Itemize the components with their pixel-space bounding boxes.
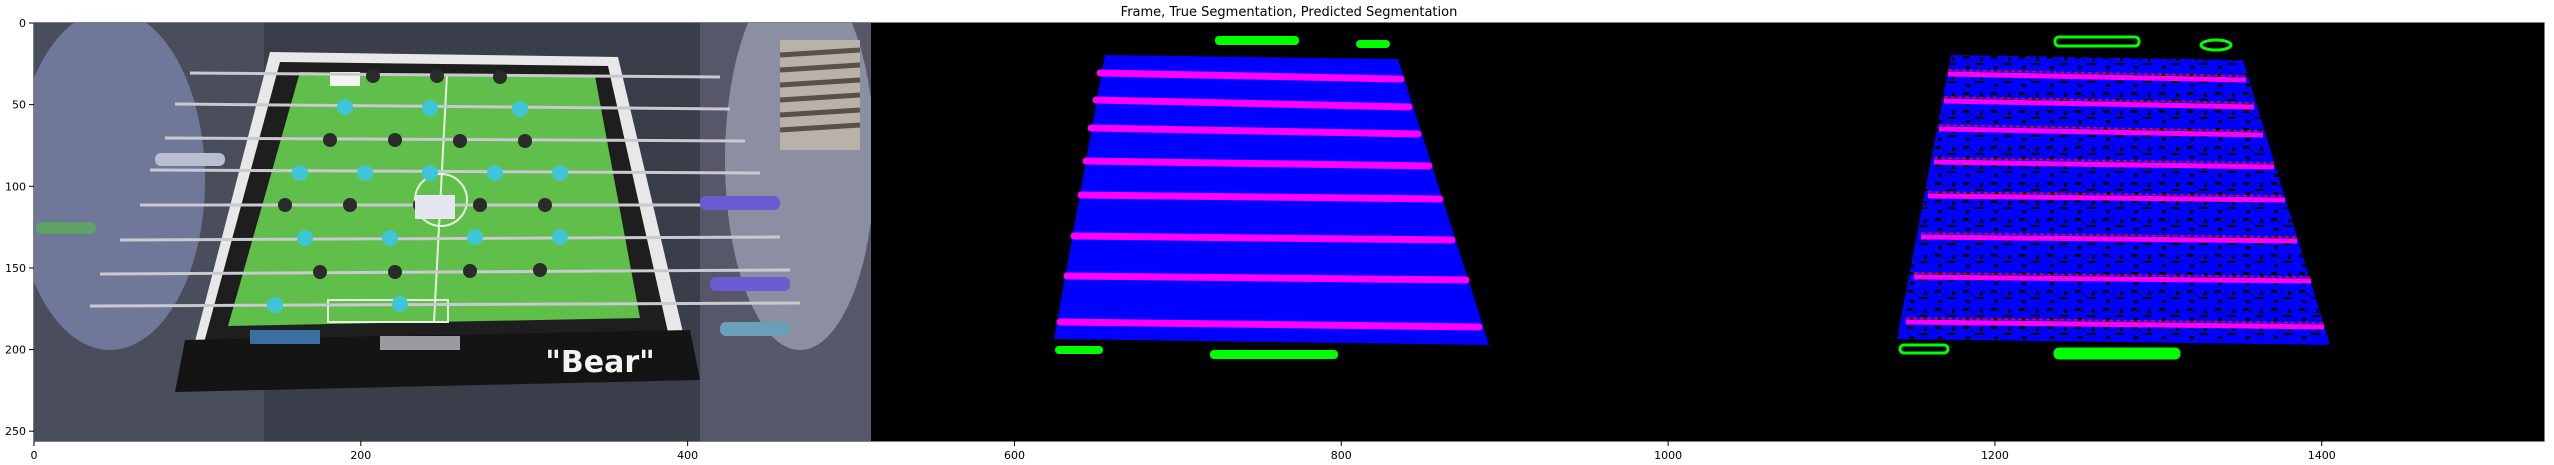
x-tick-label: 1200 (1981, 449, 2009, 462)
y-tick-label: 100 (5, 180, 26, 193)
x-axis: 0 200 400 600 800 1000 1200 1400 (31, 441, 2336, 462)
true-rod-masks (1056, 69, 1483, 331)
x-tick-label: 1400 (2308, 449, 2336, 462)
predicted-goal-masks (1898, 35, 2233, 360)
figure-title: Frame, True Segmentation, Predicted Segm… (1121, 5, 1458, 20)
y-tick-label: 200 (5, 344, 26, 357)
x-tick-label: 1000 (1654, 449, 1682, 462)
y-tick-label: 0 (19, 17, 26, 30)
y-tick-label: 250 (5, 425, 26, 438)
x-tick-label: 200 (350, 449, 371, 462)
table-brand-text: "Bear" (545, 345, 655, 380)
y-axis: 0 50 100 150 200 250 (5, 17, 34, 438)
player-left-figure (34, 23, 205, 350)
foosball-rods (89, 71, 801, 308)
x-tick-label: 600 (1004, 449, 1025, 462)
true-segmentation-panel (1054, 36, 1489, 359)
y-tick-label: 50 (12, 99, 26, 112)
x-tick-label: 0 (31, 449, 38, 462)
y-tick-label: 150 (5, 262, 26, 275)
frame-panel: "Bear" (34, 23, 871, 441)
x-tick-label: 400 (677, 449, 698, 462)
x-tick-label: 800 (1331, 449, 1352, 462)
predicted-rod-masks (1905, 71, 2325, 330)
predicted-segmentation-panel (1897, 35, 2330, 360)
true-goal-masks (1055, 36, 1390, 359)
